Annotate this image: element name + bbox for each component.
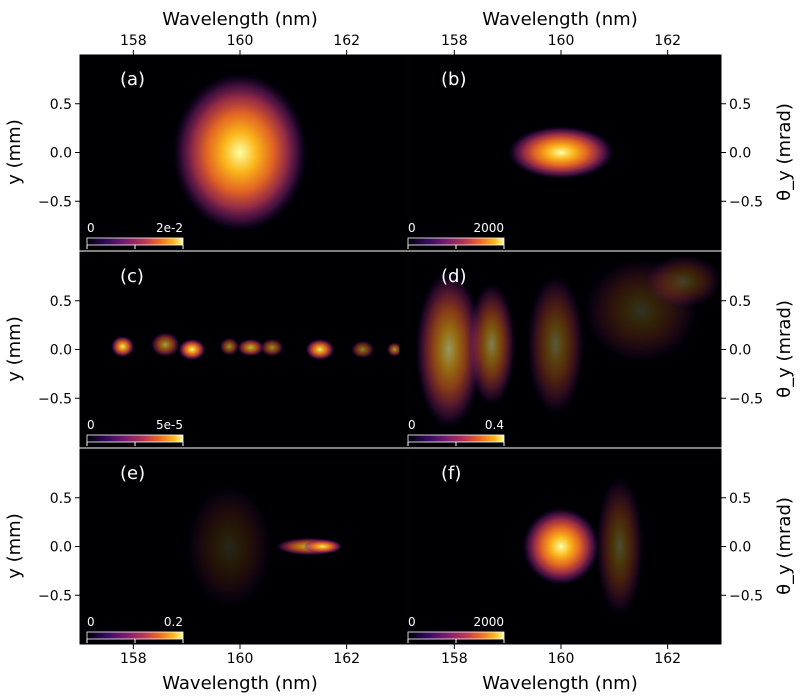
colorbar-max-label: 2000 — [473, 615, 504, 629]
x-tick-label: 162 — [654, 33, 681, 49]
x-tick-label: 160 — [548, 651, 575, 667]
heatmap-blob — [237, 338, 265, 357]
heatmap-panel: (c) 0 5e-5 — [79, 251, 401, 448]
colorbar — [86, 631, 184, 640]
y-tick-label: −0.5 — [38, 588, 72, 604]
bottom-left-xlabel: Wavelength (nm) — [162, 673, 318, 694]
heatmap-blob — [219, 337, 239, 356]
colorbar-min-label: 0 — [87, 221, 95, 235]
heatmap-blob — [150, 332, 180, 357]
heatmap-blob — [260, 338, 284, 357]
right-ylabel-row2: θ_y (mrad) — [774, 300, 795, 398]
y-tick-label: −0.5 — [38, 391, 72, 407]
heatmap-blob — [386, 342, 400, 357]
heatmap-panel: (a) 0 2e-2 — [79, 54, 401, 251]
heatmap-blob — [351, 340, 375, 359]
heatmap-blob — [595, 476, 644, 617]
heatmap-blob — [178, 338, 206, 361]
y-tick-label: −0.5 — [729, 194, 763, 210]
bottom-right-xlabel: Wavelength (nm) — [482, 673, 638, 694]
panel-label: (a) — [120, 69, 145, 90]
colorbar — [407, 434, 505, 443]
heatmap-blob — [111, 336, 135, 358]
heatmap-blob — [172, 73, 308, 232]
x-tick-label: 160 — [548, 33, 575, 49]
heatmap-blob — [186, 485, 273, 608]
y-tick-label: −0.5 — [729, 391, 763, 407]
heatmap-blob — [303, 539, 342, 554]
panel-label: (f) — [441, 463, 461, 484]
top-right-xlabel: Wavelength (nm) — [482, 9, 638, 30]
y-tick-label: 0.5 — [50, 294, 72, 310]
y-tick-label: 0.0 — [50, 343, 72, 359]
ticks-layer: 158 160 162 0.5 0.0 −0.5 158 160 162 0.5 0.0 −0.5 0.… — [38, 33, 763, 667]
colorbar — [407, 237, 505, 246]
y-tick-label: −0.5 — [729, 588, 763, 604]
colorbar-min-label: 0 — [408, 221, 416, 235]
heatmap-blob — [526, 274, 585, 415]
colorbar-max-label: 0.4 — [485, 418, 504, 432]
colorbar — [86, 434, 184, 443]
colorbar-min-label: 0 — [408, 615, 416, 629]
ylabel-row1: y (mm) — [4, 119, 25, 185]
y-tick-label: −0.5 — [38, 194, 72, 210]
x-tick-label: 158 — [120, 33, 147, 49]
colorbar-max-label: 5e-5 — [156, 418, 183, 432]
panels-layer: (a) 0 2e-2 (b) 0 2000 (c) 0 5e-5 (d) 0 0.4 (e) 0 0.2 (f… — [79, 54, 722, 645]
heatmap-blob — [305, 338, 335, 361]
ylabel-row2: y (mm) — [4, 316, 25, 382]
y-tick-label: 0.0 — [729, 146, 751, 162]
colorbar-min-label: 0 — [408, 418, 416, 432]
x-tick-label: 162 — [333, 651, 360, 667]
panel-label: (d) — [441, 266, 466, 287]
x-tick-label: 158 — [441, 33, 468, 49]
x-tick-label: 158 — [120, 651, 147, 667]
top-left-xlabel: Wavelength (nm) — [162, 9, 318, 30]
y-tick-label: 0.0 — [729, 540, 751, 556]
x-tick-label: 160 — [227, 33, 254, 49]
heatmap-blob — [508, 126, 614, 179]
panel-label: (e) — [120, 463, 145, 484]
colorbar-max-label: 0.2 — [164, 615, 183, 629]
ylabel-row3: y (mm) — [4, 513, 25, 579]
heatmap-blob — [415, 270, 483, 429]
colorbar — [86, 237, 184, 246]
y-tick-label: 0.0 — [50, 540, 72, 556]
y-tick-label: 0.0 — [729, 343, 751, 359]
panel-label: (b) — [441, 69, 466, 90]
colorbar-max-label: 2e-2 — [156, 221, 183, 235]
colorbar-max-label: 2000 — [473, 221, 504, 235]
y-tick-label: 0.0 — [50, 146, 72, 162]
x-tick-label: 162 — [654, 651, 681, 667]
panel-label: (c) — [120, 266, 144, 287]
y-tick-label: 0.5 — [729, 97, 751, 113]
x-tick-label: 162 — [333, 33, 360, 49]
y-tick-label: 0.5 — [50, 491, 72, 507]
heatmap-blob — [522, 507, 600, 586]
heatmap-panel: (b) 0 2000 — [400, 54, 722, 251]
y-tick-label: 0.5 — [729, 491, 751, 507]
heatmap-blob — [645, 254, 721, 308]
heatmap-panel: (f) 0 2000 — [400, 448, 722, 645]
heatmap-panel: (e) 0 0.2 — [79, 448, 401, 645]
colorbar-min-label: 0 — [87, 615, 95, 629]
x-tick-label: 160 — [227, 651, 254, 667]
right-ylabel-row3: θ_y (mrad) — [774, 497, 795, 595]
heatmap-blob — [467, 283, 516, 407]
x-tick-label: 158 — [441, 651, 468, 667]
y-tick-label: 0.5 — [50, 97, 72, 113]
right-ylabel-row1: θ_y (mrad) — [774, 103, 795, 201]
heatmap-panel: (d) 0 0.4 — [400, 251, 722, 448]
y-tick-label: 0.5 — [729, 294, 751, 310]
colorbar — [407, 631, 505, 640]
colorbar-min-label: 0 — [87, 418, 95, 432]
